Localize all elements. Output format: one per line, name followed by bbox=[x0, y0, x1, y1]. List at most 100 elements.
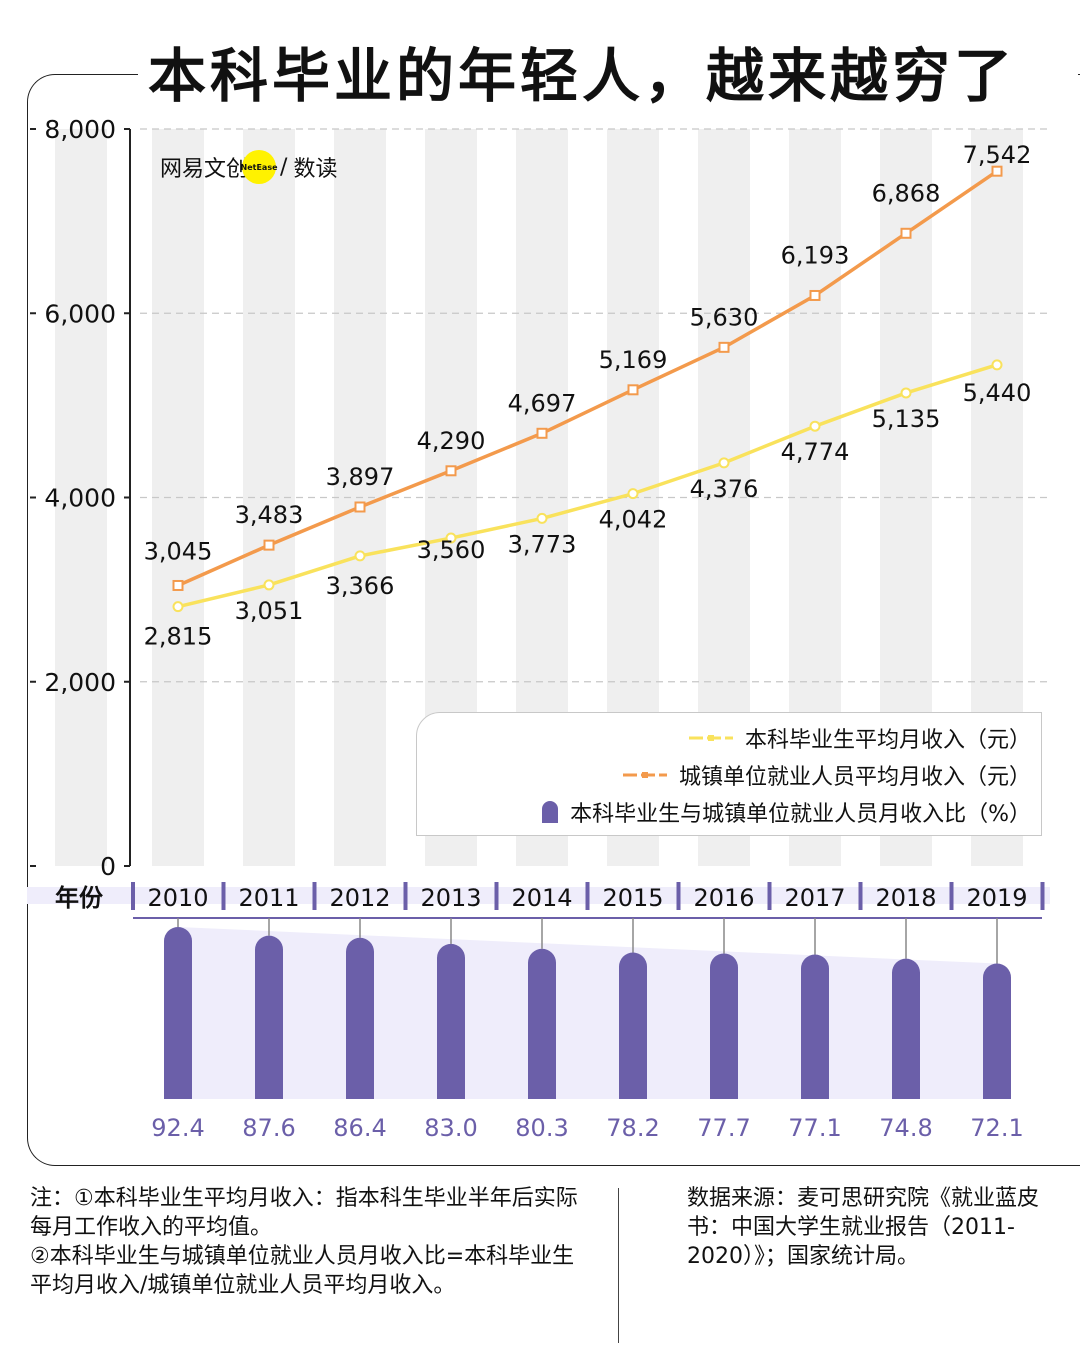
y-tick-label: 0 bbox=[100, 852, 116, 881]
urban-line bbox=[177, 169, 998, 588]
legend-swatch-urban bbox=[622, 772, 667, 778]
data-source: 数据来源：麦可思研究院《就业蓝皮书：中国大学生就业报告（2011-2020）》；… bbox=[687, 1186, 1040, 1269]
graduate-data-label: 5,135 bbox=[872, 405, 941, 433]
ratio-bar bbox=[255, 935, 283, 1099]
footer-divider bbox=[618, 1188, 619, 1343]
ratio-bar bbox=[983, 963, 1011, 1099]
x-tick-label: 2019 bbox=[966, 884, 1027, 912]
ratio-area bbox=[178, 927, 997, 1099]
ratio-bar bbox=[437, 943, 465, 1099]
ratio-bar bbox=[346, 937, 374, 1099]
urban-point bbox=[809, 289, 821, 301]
y-tick-label: 2,000 bbox=[44, 668, 116, 697]
legend-item-urban: 城镇单位就业人员平均月收入（元） bbox=[622, 760, 1031, 790]
footnote-1: 注：①本科毕业生平均月收入：指本科生毕业半年后实际每月工作收入的平均值。 bbox=[30, 1184, 590, 1242]
legend-item-ratio: 本科毕业生与城镇单位就业人员月收入比（%） bbox=[542, 797, 1031, 827]
graduate-data-label: 2,815 bbox=[144, 623, 213, 651]
graduate-point bbox=[718, 457, 730, 469]
urban-point bbox=[354, 501, 366, 513]
footnote-2: ②本科毕业生与城镇单位就业人员月收入比=本科毕业生平均月收入/城镇单位就业人员平… bbox=[30, 1244, 575, 1298]
legend-label-urban: 城镇单位就业人员平均月收入（元） bbox=[678, 765, 1031, 790]
legend: 本科毕业生平均月收入（元） 城镇单位就业人员平均月收入（元） 本科毕业生与城镇单… bbox=[416, 712, 1042, 836]
x-tick-label: 2013 bbox=[420, 884, 481, 912]
ratio-label: 72.1 bbox=[970, 1114, 1023, 1142]
urban-data-label: 5,169 bbox=[599, 346, 668, 374]
page-title: 本科毕业的年轻人，越来越穷了 bbox=[138, 36, 1078, 116]
urban-data-label: 5,630 bbox=[690, 303, 759, 331]
graduate-point bbox=[900, 387, 912, 399]
urban-data-label: 3,045 bbox=[144, 537, 213, 565]
graduate-point bbox=[809, 420, 821, 432]
graduate-data-label: 4,042 bbox=[599, 506, 668, 534]
graduate-data-label: 3,773 bbox=[508, 530, 577, 558]
graduate-data-label: 4,376 bbox=[690, 475, 759, 503]
graduate-data-label: 3,560 bbox=[417, 536, 486, 564]
y-tick-label: 4,000 bbox=[44, 484, 116, 513]
graduate-data-label: 3,366 bbox=[326, 572, 395, 600]
ratio-bar bbox=[801, 954, 829, 1099]
x-tick-label: 2011 bbox=[238, 884, 299, 912]
background-band-axis bbox=[55, 129, 107, 866]
ratio-label: 83.0 bbox=[424, 1114, 477, 1142]
urban-point bbox=[445, 465, 457, 477]
ratio-label: 92.4 bbox=[151, 1114, 204, 1142]
ratio-label: 77.1 bbox=[788, 1114, 841, 1142]
x-tick-label: 2018 bbox=[875, 884, 936, 912]
x-tick-label: 2017 bbox=[784, 884, 845, 912]
legend-swatch-graduate bbox=[688, 735, 733, 741]
footnotes: 注：①本科毕业生平均月收入：指本科生毕业半年后实际每月工作收入的平均值。 ②本科… bbox=[30, 1184, 590, 1300]
logo-badge: NetEase bbox=[241, 150, 278, 184]
ratio-label: 86.4 bbox=[333, 1114, 386, 1142]
legend-label-ratio: 本科毕业生与城镇单位就业人员月收入比（%） bbox=[570, 802, 1031, 827]
x-tick-label: 2015 bbox=[602, 884, 663, 912]
graduate-point bbox=[172, 601, 184, 613]
ratio-label: 78.2 bbox=[606, 1114, 659, 1142]
x-axis-title: 年份 bbox=[55, 884, 104, 912]
logo-slash: / bbox=[280, 154, 288, 180]
urban-data-label: 6,868 bbox=[872, 179, 941, 207]
legend-swatch-ratio bbox=[542, 801, 559, 823]
urban-data-label: 3,897 bbox=[326, 463, 395, 491]
ratio-label: 77.7 bbox=[697, 1114, 750, 1142]
logo: 网易文创 NetEase / 数读 bbox=[160, 150, 337, 184]
ratio-bar bbox=[164, 927, 192, 1099]
x-tick-label: 2012 bbox=[329, 884, 390, 912]
legend-label-graduate: 本科毕业生平均月收入（元） bbox=[744, 728, 1031, 753]
urban-point bbox=[536, 427, 548, 439]
graduate-point bbox=[263, 579, 275, 591]
logo-brand: 网易文创 bbox=[160, 157, 249, 182]
footnote-prefix: 注： bbox=[30, 1186, 75, 1211]
graduate-data-label: 4,774 bbox=[781, 438, 850, 466]
urban-data-label: 6,193 bbox=[781, 241, 850, 269]
urban-point bbox=[263, 539, 275, 551]
y-tick-label: 6,000 bbox=[44, 299, 116, 328]
x-tick-label: 2010 bbox=[147, 884, 208, 912]
ratio-label: 74.8 bbox=[879, 1114, 932, 1142]
graduate-point bbox=[991, 359, 1003, 371]
x-tick-label: 2014 bbox=[511, 884, 572, 912]
legend-item-graduate: 本科毕业生平均月收入（元） bbox=[688, 723, 1031, 753]
graduate-line bbox=[177, 363, 998, 609]
graduate-data-label: 5,440 bbox=[963, 379, 1032, 407]
urban-point bbox=[172, 579, 184, 591]
ratio-label: 87.6 bbox=[242, 1114, 295, 1142]
footnote-1-text: ①本科毕业生平均月收入：指本科生毕业半年后实际每月工作收入的平均值。 bbox=[30, 1186, 578, 1240]
graduate-point bbox=[536, 512, 548, 524]
y-tick-label: 8,000 bbox=[44, 115, 116, 144]
urban-data-label: 4,697 bbox=[508, 389, 577, 417]
x-tick-label: 2016 bbox=[693, 884, 754, 912]
urban-point bbox=[718, 341, 730, 353]
ratio-bar bbox=[528, 948, 556, 1099]
urban-point bbox=[627, 384, 639, 396]
year-strip-background bbox=[27, 887, 1050, 904]
urban-data-label: 3,483 bbox=[235, 501, 304, 529]
ratio-bar bbox=[892, 958, 920, 1099]
urban-data-label: 7,542 bbox=[963, 141, 1032, 169]
ratio-bar bbox=[619, 952, 647, 1099]
graduate-point bbox=[445, 532, 457, 544]
graduate-data-label: 3,051 bbox=[235, 597, 304, 625]
ratio-label: 80.3 bbox=[515, 1114, 568, 1142]
logo-column: 数读 bbox=[293, 157, 338, 182]
urban-data-label: 4,290 bbox=[417, 427, 486, 455]
